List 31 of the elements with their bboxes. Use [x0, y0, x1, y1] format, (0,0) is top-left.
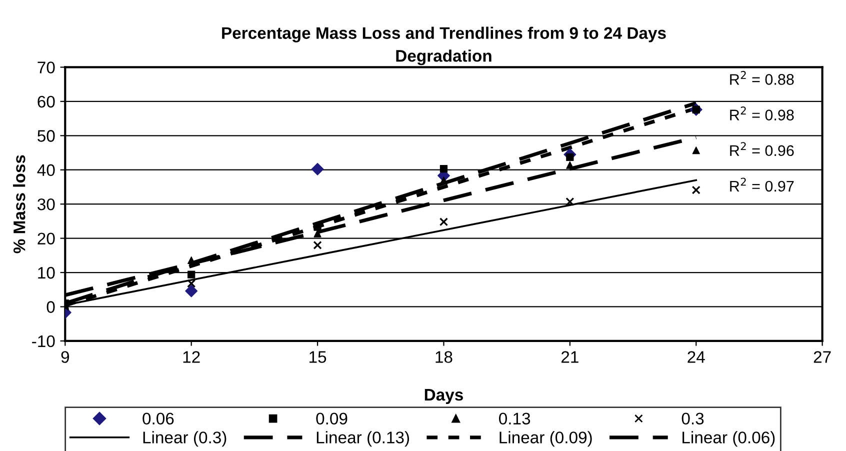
y-tick-label: 0 — [46, 301, 55, 313]
x-tick-label: 15 — [310, 351, 326, 363]
y-axis-title: % Mass loss — [13, 155, 26, 254]
x-tick-label: 27 — [814, 351, 831, 363]
legend-label: Linear (0.06) — [682, 431, 775, 447]
x-tick-label: 24 — [688, 351, 705, 363]
annotation: R$^{2}$ = 0.98 — [730, 106, 794, 120]
chart-title: Percentage Mass Loss and Trendlines from 9 to 24 Days Degradation — [222, 26, 666, 66]
annotation: R$^{2}$ = 0.96 — [730, 142, 794, 156]
y-tick-label: 60 — [38, 96, 55, 108]
x-tick-label: 9 — [61, 351, 69, 363]
legend-label: 0.13 — [499, 412, 530, 425]
legend-label: 0.06 — [142, 412, 174, 425]
y-tick-label: 30 — [38, 198, 55, 210]
y-tick-label: 10 — [38, 266, 55, 279]
x-tick-label: 18 — [436, 351, 452, 363]
x-axis-title: Days — [424, 389, 463, 404]
x-tick-label: 21 — [561, 351, 578, 363]
legend-label: Linear (0.3) — [143, 431, 226, 447]
y-tick-label: 20 — [38, 232, 55, 244]
y-tick-label: 40 — [37, 164, 55, 176]
legend-label: 0.3 — [682, 412, 704, 425]
legend-label: Linear (0.13) — [316, 431, 410, 447]
x-tick-label: 12 — [183, 351, 200, 363]
legend-label: Linear (0.09) — [500, 431, 592, 447]
annotation: R$^{2}$ = 0.97 — [730, 178, 794, 192]
annotation: R$^{2}$ = 0.88 — [730, 70, 794, 85]
legend-label: 0.09 — [316, 412, 348, 425]
y-tick-label: -10 — [32, 335, 55, 348]
y-tick-label: 70 — [38, 62, 55, 74]
y-tick-label: 50 — [38, 130, 55, 142]
